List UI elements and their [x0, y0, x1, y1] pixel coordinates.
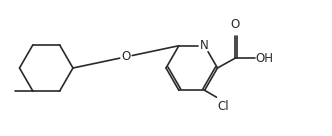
Text: OH: OH [256, 52, 274, 65]
Text: O: O [121, 50, 130, 63]
Text: O: O [231, 18, 240, 31]
Text: N: N [200, 39, 209, 52]
Text: Cl: Cl [217, 100, 229, 113]
